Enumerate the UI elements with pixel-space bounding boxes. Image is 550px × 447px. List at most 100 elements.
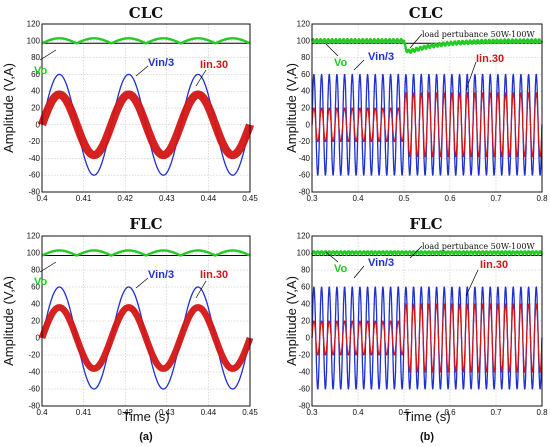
vo-label: Vo [34, 65, 48, 77]
y-tick-label: 80 [31, 53, 40, 62]
y-tick-label: 40 [301, 87, 310, 96]
load-arrow [409, 245, 423, 259]
iin-waveform [311, 92, 543, 158]
y-tick-label: 100 [297, 249, 311, 258]
y-tick-label: 40 [31, 87, 40, 96]
y-tick-label: -80 [28, 402, 40, 411]
x-tick-label: 0.4 [352, 194, 364, 203]
panel-a-flc: FLC 0.4 0.41 0.42 0.43 0.44 0.45-80-60-40-200… [1, 215, 258, 424]
iin-waveform [38, 304, 254, 372]
plot-area [38, 249, 254, 390]
x-tick-label: 0.45 [242, 194, 258, 203]
vo-arrow [325, 43, 339, 57]
y-tick-label: -60 [298, 171, 310, 180]
y-tick-label: 100 [27, 249, 41, 258]
iin-label: Iin.30 [200, 59, 228, 71]
iin-waveform [38, 90, 254, 160]
y-tick-label: -40 [298, 368, 310, 377]
panel-title: FLC [409, 215, 442, 233]
x-tick-label: 0.7 [490, 408, 502, 417]
y-tick-label: 40 [31, 300, 40, 309]
y-tick-label: -40 [28, 154, 40, 163]
panel-b-clc: CLC 0.3 0.4 0.5 0.6 0.7 0.8 -80 -60 -40 -20 0 20 40 6… [284, 4, 548, 203]
y-tick-label: -40 [28, 368, 40, 377]
y-tick-label: 0 [36, 120, 41, 129]
y-tick-label: 20 [301, 104, 310, 113]
vo-waveform [40, 249, 252, 257]
plot-frame [311, 23, 543, 193]
x-tick-label: 0.45 [242, 408, 258, 417]
y-tick-label: 80 [31, 266, 40, 275]
iin-label: Iin.30 [200, 269, 228, 281]
y-tick-label: -20 [28, 351, 40, 360]
y-tick-label: 20 [31, 317, 40, 326]
panel-title: FLC [129, 215, 162, 233]
x-tick-label: 0.3 [306, 194, 318, 203]
tick-labels: 0.3 0.4 0.5 0.6 0.7 0.8 -80 -60 -40 -20 0 20 40 60 80 1… [297, 20, 548, 204]
caption-a: (a) [139, 431, 153, 443]
vo-label: Vo [334, 263, 348, 275]
vo-arrow [39, 49, 57, 61]
x-tick-label: 0.42 [117, 408, 133, 417]
load-perturbance-label: load pertubance 50W-100W [422, 242, 535, 251]
x-tick-label: 0.44 [201, 408, 217, 417]
y-tick-label: 20 [31, 104, 40, 113]
x-axis-label: Time (s) [122, 409, 169, 424]
vin-label: Vin/3 [148, 57, 174, 69]
y-tick-label: -80 [28, 188, 40, 197]
vo-arrow [39, 261, 57, 273]
y-tick-label: 60 [31, 283, 40, 292]
y-tick-label: 40 [301, 300, 310, 309]
x-tick-label: 0.44 [201, 194, 217, 203]
y-tick-label: -60 [28, 385, 40, 394]
x-tick-label: 0.8 [536, 194, 548, 203]
y-tick-label: 120 [27, 20, 41, 29]
iin-arrow [465, 61, 477, 91]
y-tick-label: -60 [28, 171, 40, 180]
plot-area [38, 37, 254, 176]
y-tick-label: 20 [301, 317, 310, 326]
y-axis-label: Amplitude (V,A) [284, 276, 299, 366]
vin-arrow [353, 265, 365, 279]
y-axis-label: Amplitude (V,A) [1, 276, 16, 366]
x-tick-label: 0.5 [398, 194, 410, 203]
iin-arrow [195, 280, 207, 299]
x-tick-label: 0.8 [536, 408, 548, 417]
x-tick-label: 0.4 [352, 408, 364, 417]
y-tick-label: 80 [301, 53, 310, 62]
x-tick-label: 0.41 [76, 194, 92, 203]
y-tick-label: 120 [297, 232, 311, 241]
plot-area [310, 250, 544, 390]
tick-labels: 0.4 0.41 0.42 0.43 0.44 0.45 -80 -60 -40 -20 0 20 40… [27, 20, 259, 204]
y-tick-label: 100 [27, 36, 41, 45]
y-tick-label: 60 [31, 70, 40, 79]
x-tick-label: 0.4 [36, 194, 48, 203]
plot-frame [41, 235, 251, 407]
vo-label: Vo [34, 276, 48, 288]
vin-arrow [353, 59, 365, 71]
vo-waveform [310, 37, 544, 54]
iin-label: Iin.30 [480, 259, 508, 271]
panel-b-flc: FLC 0.3 0.4 0.5 0.6 0.7 0.8 -80 -60 -40 -20 0 20 40 6… [284, 215, 548, 424]
y-tick-label: -20 [28, 137, 40, 146]
load-perturbance-label: load pertubance 50W-100W [422, 30, 535, 39]
plot-frame [41, 23, 251, 193]
x-tick-label: 0.5 [398, 408, 410, 417]
tick-labels: 0.3 0.4 0.5 0.6 0.7 0.8 -80 -60 -40 -20 0 20 40 60 80 1… [297, 232, 548, 418]
iin-arrow [195, 69, 207, 87]
vo-label: Vo [334, 57, 348, 69]
vin-label: Vin/3 [148, 269, 174, 281]
y-tick-label: 0 [306, 120, 311, 129]
panel-title: CLC [129, 4, 163, 22]
x-tick-label: 0.7 [490, 194, 502, 203]
y-axis-label: Amplitude (V,A) [284, 63, 299, 153]
y-tick-label: -60 [298, 385, 310, 394]
x-tick-label: 0.3 [306, 408, 318, 417]
x-tick-label: 0.4 [36, 408, 48, 417]
vin-arrow [135, 277, 149, 289]
load-arrow [409, 33, 423, 49]
y-tick-label: -80 [298, 402, 310, 411]
iin-waveform [311, 303, 543, 373]
x-tick-label: 0.6 [444, 408, 456, 417]
